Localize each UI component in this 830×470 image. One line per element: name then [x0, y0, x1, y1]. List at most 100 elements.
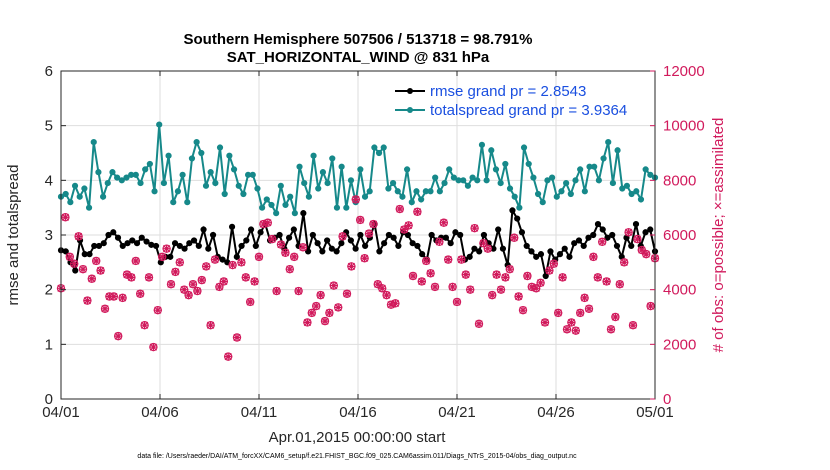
- series-obs-possible: [56, 195, 660, 361]
- series-point: [605, 138, 612, 146]
- series-point: [207, 169, 214, 176]
- obs-assimilated-point: [109, 292, 118, 301]
- obs-assimilated-point: [527, 282, 536, 291]
- series-rmse: [57, 207, 659, 280]
- obs-assimilated-point: [343, 289, 351, 298]
- series-point: [137, 179, 144, 187]
- obs-assimilated-point: [387, 300, 395, 309]
- obs-assimilated-point: [426, 269, 435, 278]
- series-point: [483, 177, 490, 184]
- series-point: [399, 193, 406, 200]
- series-point: [523, 242, 530, 250]
- series-point: [257, 229, 264, 236]
- series-point: [195, 242, 202, 250]
- series-point: [642, 229, 649, 236]
- series-point: [495, 226, 502, 233]
- obs-assimilated-point: [184, 291, 193, 300]
- x-tick-label: 05/01: [636, 404, 674, 421]
- series-point: [533, 253, 540, 260]
- series-point: [389, 179, 397, 187]
- chart-title: Southern Hemisphere 507506 / 513718 = 98…: [184, 31, 533, 48]
- obs-assimilated-point: [510, 233, 519, 242]
- series-point: [371, 144, 378, 151]
- series-point: [319, 169, 327, 176]
- series-point: [273, 210, 280, 217]
- obs-assimilated-point: [369, 220, 378, 229]
- series-point: [549, 174, 556, 181]
- series-point: [571, 240, 578, 247]
- obs-assimilated-point: [87, 274, 96, 283]
- series-point: [100, 240, 107, 247]
- series-point: [506, 185, 514, 192]
- series-point: [104, 179, 111, 187]
- series-point: [499, 245, 507, 252]
- obs-assimilated-point: [96, 266, 105, 275]
- y-tick-label-right: 4000: [663, 282, 696, 299]
- legend-marker: [407, 88, 413, 94]
- obs-assimilated-point: [246, 297, 255, 306]
- series-point: [409, 240, 416, 247]
- series-point: [333, 248, 340, 255]
- obs-assimilated-point: [611, 313, 620, 321]
- obs-assimilated-point: [307, 308, 316, 317]
- series-point: [518, 229, 526, 236]
- obs-assimilated-point: [453, 297, 461, 306]
- obs-assimilated-point: [241, 273, 250, 282]
- series-point: [394, 188, 401, 195]
- y-tick-label-left: 5: [45, 118, 53, 135]
- series-point: [86, 251, 93, 258]
- y-tick-label-right: 6000: [663, 227, 696, 244]
- obs-assimilated-point: [140, 321, 149, 330]
- obs-assimilated-point: [365, 229, 373, 238]
- series-point: [160, 179, 167, 187]
- series-point: [471, 245, 478, 252]
- obs-assimilated-point: [171, 267, 180, 276]
- series-point: [124, 240, 131, 247]
- series-point: [62, 190, 69, 198]
- legend-entry-text: totalspread grand pr = 3.9364: [430, 102, 627, 119]
- obs-assimilated-point: [479, 239, 488, 248]
- x-tick-label: 04/11: [241, 404, 277, 421]
- series-point: [594, 220, 602, 228]
- obs-assimilated-point: [294, 287, 303, 296]
- obs-assimilated-point: [219, 277, 228, 286]
- obs-assimilated-point: [602, 277, 611, 286]
- obs-assimilated-point: [224, 352, 233, 361]
- series-point: [567, 190, 574, 198]
- series-point: [419, 251, 426, 258]
- series-point: [151, 188, 158, 195]
- series-point: [497, 179, 504, 187]
- series-point: [310, 152, 317, 159]
- series-point: [480, 231, 488, 239]
- series-point: [375, 149, 383, 157]
- series-point: [282, 201, 289, 209]
- series-point: [343, 204, 350, 211]
- series-point: [324, 179, 331, 187]
- series-point: [146, 160, 153, 168]
- obs-assimilated-point: [237, 258, 246, 267]
- obs-assimilated-point: [497, 285, 505, 294]
- series-point: [563, 179, 570, 187]
- series-point: [366, 188, 373, 195]
- series-point: [287, 193, 294, 200]
- series-point: [408, 199, 415, 206]
- series-point: [362, 242, 369, 250]
- y-tick-label-right: 0: [663, 391, 671, 408]
- series-point: [628, 190, 635, 198]
- obs-assimilated-point: [272, 287, 281, 296]
- series-point: [114, 234, 122, 241]
- legend: rmse grand pr = 2.8543 totalspread grand …: [395, 83, 627, 119]
- series-point: [595, 177, 602, 184]
- series-point: [315, 185, 322, 192]
- obs-assimilated-point: [233, 333, 241, 342]
- series-point: [347, 177, 355, 184]
- obs-assimilated-point: [189, 280, 197, 289]
- series-point: [200, 226, 207, 233]
- obs-assimilated-point: [598, 237, 607, 246]
- obs-assimilated-point: [576, 308, 585, 317]
- obs-assimilated-point: [633, 235, 642, 244]
- series-point: [285, 234, 293, 241]
- series-point: [184, 199, 191, 206]
- series-point: [566, 253, 573, 260]
- obs-assimilated-point: [532, 284, 541, 293]
